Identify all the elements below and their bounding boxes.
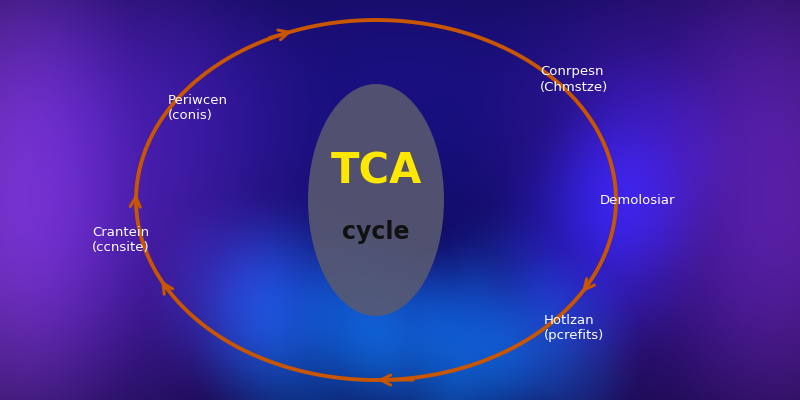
Text: Demolosiar: Demolosiar xyxy=(600,194,675,206)
Text: Crantein
(ccnsite): Crantein (ccnsite) xyxy=(92,226,150,254)
Text: Conrpesn
(Chmstze): Conrpesn (Chmstze) xyxy=(540,66,608,94)
Ellipse shape xyxy=(308,84,444,316)
Text: Hotlzan
(pcrefits): Hotlzan (pcrefits) xyxy=(544,314,604,342)
Text: cycle: cycle xyxy=(342,220,410,244)
Text: Periwcen
(conis): Periwcen (conis) xyxy=(168,94,228,122)
Text: TCA: TCA xyxy=(330,151,422,193)
